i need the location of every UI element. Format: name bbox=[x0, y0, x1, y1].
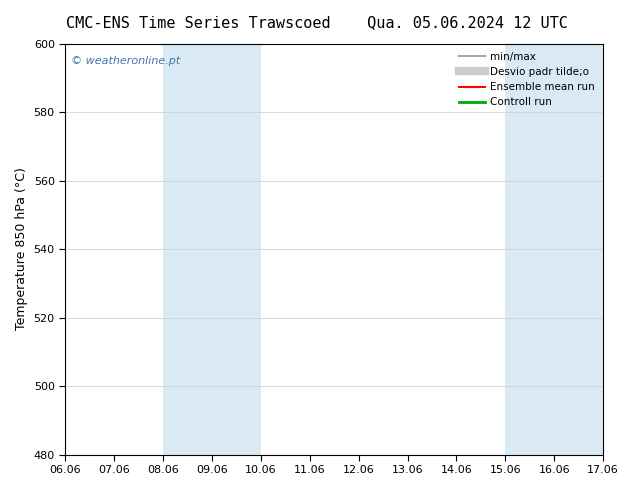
Text: CMC-ENS Time Series Trawscoed    Qua. 05.06.2024 12 UTC: CMC-ENS Time Series Trawscoed Qua. 05.06… bbox=[66, 15, 568, 30]
Legend: min/max, Desvio padr tilde;o, Ensemble mean run, Controll run: min/max, Desvio padr tilde;o, Ensemble m… bbox=[456, 49, 598, 111]
Bar bbox=[505, 44, 603, 455]
Text: © weatheronline.pt: © weatheronline.pt bbox=[70, 56, 180, 66]
Bar bbox=[163, 44, 261, 455]
Y-axis label: Temperature 850 hPa (°C): Temperature 850 hPa (°C) bbox=[15, 168, 28, 330]
